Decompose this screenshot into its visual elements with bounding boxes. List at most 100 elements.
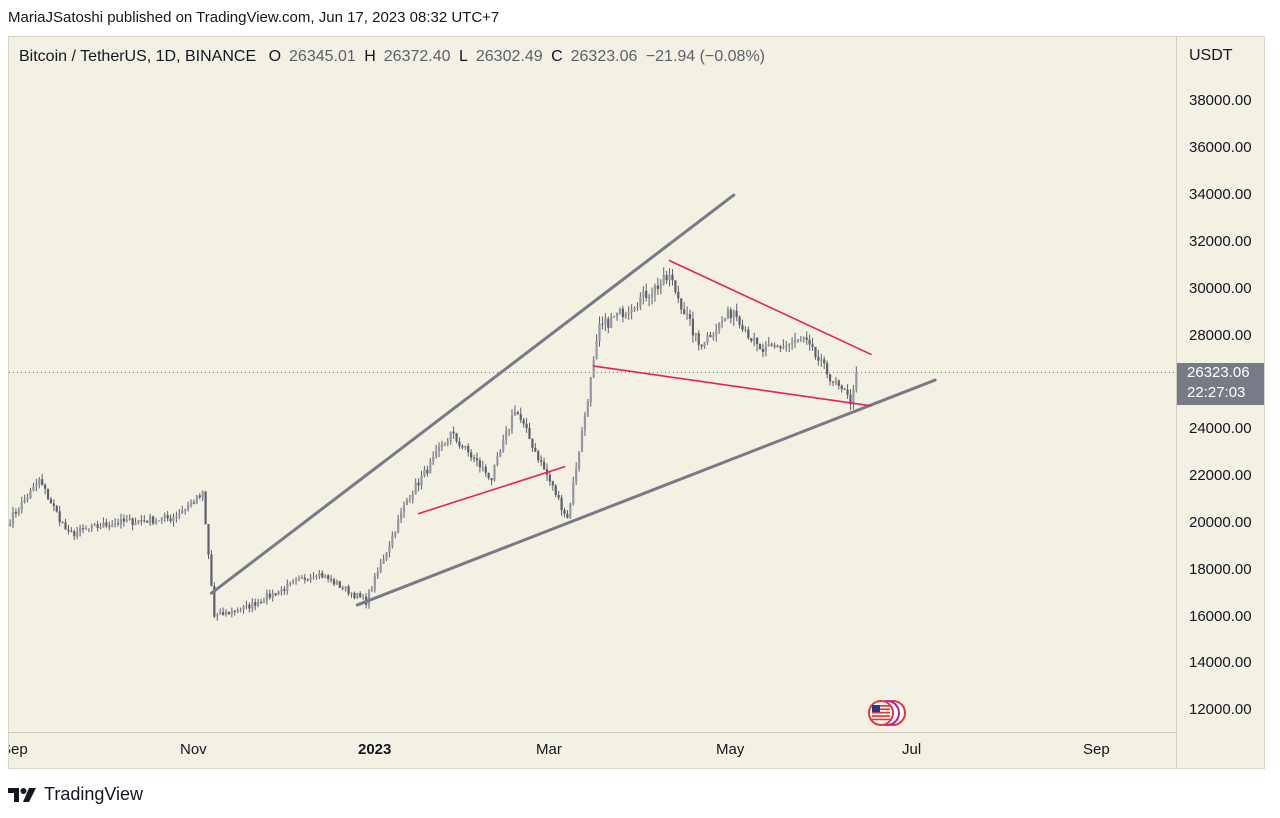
candle: [332, 577, 336, 587]
candle: [744, 326, 747, 333]
candle-body: [169, 518, 172, 522]
candle: [577, 451, 581, 472]
price-chart[interactable]: [9, 37, 1176, 732]
trendline: [417, 465, 566, 515]
candle: [224, 608, 228, 617]
chart-frame[interactable]: Bitcoin / TetherUS, 1D, BINANCE O 26345.0…: [8, 36, 1265, 769]
candle-body: [604, 318, 607, 325]
candle: [788, 343, 791, 353]
candle-body: [697, 333, 700, 345]
candle: [796, 338, 800, 344]
candle-body: [102, 522, 105, 528]
candle: [709, 331, 712, 338]
trendline: [209, 193, 736, 595]
candle-body: [338, 581, 341, 588]
candle-body: [119, 518, 123, 525]
candle: [808, 334, 811, 351]
candle-body: [577, 451, 581, 469]
candle-body: [344, 586, 347, 589]
us-flag-canton: [872, 705, 880, 712]
candle-body: [630, 309, 633, 313]
candle: [464, 445, 467, 450]
candle-body: [802, 337, 805, 340]
legend-close-key: C: [551, 48, 563, 65]
candle-body: [615, 312, 619, 317]
candle: [779, 345, 782, 353]
candle-body: [192, 502, 196, 504]
candle-body: [376, 571, 379, 577]
candle: [814, 346, 817, 360]
candle: [277, 590, 280, 596]
candle-body: [706, 334, 709, 343]
candle-body: [475, 458, 479, 461]
candle: [548, 471, 552, 486]
candle-body: [157, 520, 161, 522]
candle-body: [105, 522, 108, 526]
candle: [143, 515, 146, 523]
candle: [674, 280, 677, 295]
candle: [481, 460, 484, 472]
candle-body: [601, 323, 604, 325]
candle-body: [694, 333, 697, 336]
candle: [852, 384, 855, 410]
time-axis[interactable]: Sep Nov 2023 Mar May Jul Sep: [9, 732, 1176, 768]
candle: [210, 550, 213, 587]
candle: [656, 277, 659, 295]
candle-body: [84, 528, 88, 530]
candle-body: [146, 521, 149, 523]
candle-body: [709, 334, 712, 338]
plot-area[interactable]: Bitcoin / TetherUS, 1D, BINANCE O 26345.0…: [9, 37, 1176, 732]
candle-body: [452, 431, 455, 434]
candle-body: [761, 348, 765, 352]
candle: [735, 303, 738, 322]
candle-body: [271, 593, 274, 598]
candle: [446, 437, 449, 447]
candle-body: [659, 284, 662, 289]
candle: [849, 389, 852, 411]
candle: [770, 342, 773, 347]
candle-body: [653, 285, 657, 294]
candle-body: [265, 593, 268, 602]
candle: [793, 332, 797, 348]
candle: [499, 449, 502, 458]
candle: [46, 488, 50, 501]
candle-body: [723, 318, 727, 321]
candle-body: [633, 307, 636, 310]
candle: [776, 344, 779, 348]
candle: [522, 417, 525, 428]
candle: [507, 428, 511, 436]
candle: [394, 531, 397, 539]
candle: [327, 573, 330, 583]
candle-body: [650, 293, 654, 297]
candle-body: [116, 523, 120, 525]
candle-body: [560, 497, 563, 511]
candle-body: [767, 344, 770, 347]
candle-body: [531, 438, 534, 448]
candle-body: [569, 503, 572, 518]
candle-body: [589, 377, 592, 403]
candle-body: [732, 310, 735, 318]
candle-body: [9, 523, 12, 526]
candle-body: [143, 520, 146, 522]
candle: [84, 525, 88, 530]
candle: [817, 349, 820, 366]
candle-body: [394, 532, 397, 536]
price-axis[interactable]: USDT 38000.00 36000.00 34000.00 32000.00…: [1176, 37, 1264, 768]
candle-body: [216, 614, 219, 617]
candle: [341, 585, 344, 591]
candle: [712, 332, 715, 341]
candle-body: [125, 519, 128, 522]
candle-body: [470, 452, 473, 458]
candle-body: [134, 522, 137, 526]
candle: [791, 337, 794, 350]
candle: [105, 518, 108, 529]
candle-body: [76, 532, 79, 537]
candle: [639, 292, 642, 311]
candle: [254, 598, 257, 611]
candle: [799, 336, 802, 343]
candle: [160, 517, 163, 525]
tradingview-logo[interactable]: TradingView: [8, 784, 143, 805]
candle-body: [149, 516, 152, 523]
candle: [627, 306, 630, 320]
candle-body: [46, 488, 50, 500]
